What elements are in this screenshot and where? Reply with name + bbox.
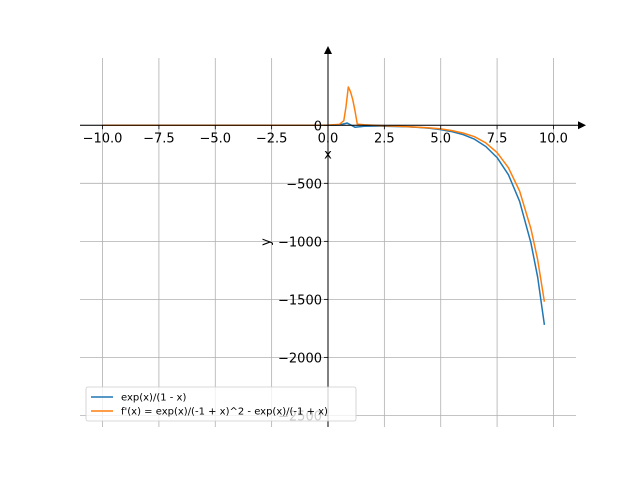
y-tick-label-4: −2000 — [278, 351, 322, 366]
x-tick-label-8: 10.0 — [539, 131, 568, 146]
legend-label-series-2: f'(x) = exp(x)/(-1 + x)^2 - exp(x)/(-1 +… — [121, 407, 328, 418]
y-tick-label-3: −1500 — [278, 293, 322, 308]
series-line-2 — [102, 86, 546, 302]
legend-label-series-1: exp(x)/(1 - x) — [121, 393, 186, 404]
series-lines — [102, 86, 546, 326]
x-tick-label-6: 5.0 — [430, 131, 451, 146]
x-axis-arrow — [578, 121, 586, 130]
x-tick-label-7: 7.5 — [487, 131, 508, 146]
y-tick-label-0: 0 — [314, 119, 322, 134]
y-axis-title: y — [259, 238, 274, 246]
y-tick-label-2: −1000 — [278, 235, 322, 250]
x-tick-label-3: −2.5 — [256, 131, 288, 146]
x-tick-label-0: −10.0 — [83, 131, 123, 146]
legend: exp(x)/(1 - x) f'(x) = exp(x)/(-1 + x)^2… — [85, 386, 357, 422]
ticks: −10.0 −7.5 −5.0 −2.5 0.0 2.5 5.0 7.5 10.0 0 −500 −1… — [83, 119, 568, 424]
x-axis-title: x — [324, 147, 332, 162]
y-axis-arrow — [324, 46, 332, 54]
x-tick-label-1: −7.5 — [143, 131, 175, 146]
x-tick-label-2: −5.0 — [199, 131, 231, 146]
y-tick-label-1: −500 — [286, 177, 322, 192]
x-tick-label-4: 0.0 — [318, 131, 339, 146]
legend-box — [85, 386, 357, 422]
axes — [80, 46, 586, 427]
x-tick-label-5: 2.5 — [374, 131, 395, 146]
